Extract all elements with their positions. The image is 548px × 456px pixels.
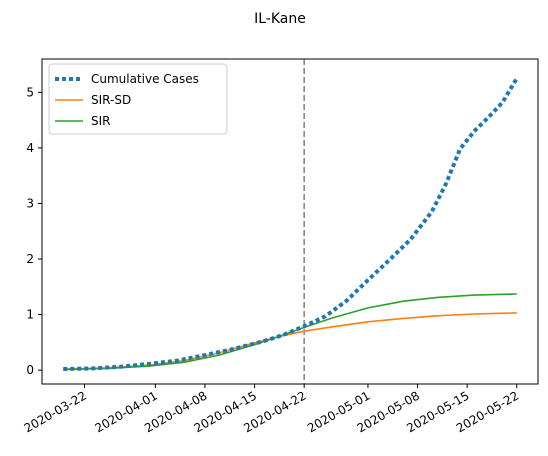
y-tick-label: 0 — [26, 363, 34, 377]
y-tick-label: 1 — [26, 308, 34, 322]
chart-title: IL-Kane — [254, 11, 306, 27]
series-line-sir — [63, 294, 516, 370]
legend-label: SIR-SD — [91, 93, 131, 107]
series-line-sir-sd — [63, 313, 516, 369]
y-tick-label: 3 — [26, 196, 34, 210]
y-tick-label: 4 — [26, 141, 34, 155]
legend: Cumulative Cases SIR-SD SIR — [49, 64, 227, 134]
legend-label: SIR — [91, 114, 111, 128]
y-tick-label: 5 — [26, 85, 34, 99]
x-tick-label: 2020-03-22 — [22, 388, 89, 435]
legend-label: Cumulative Cases — [91, 72, 199, 86]
y-tick-label: 2 — [26, 252, 34, 266]
